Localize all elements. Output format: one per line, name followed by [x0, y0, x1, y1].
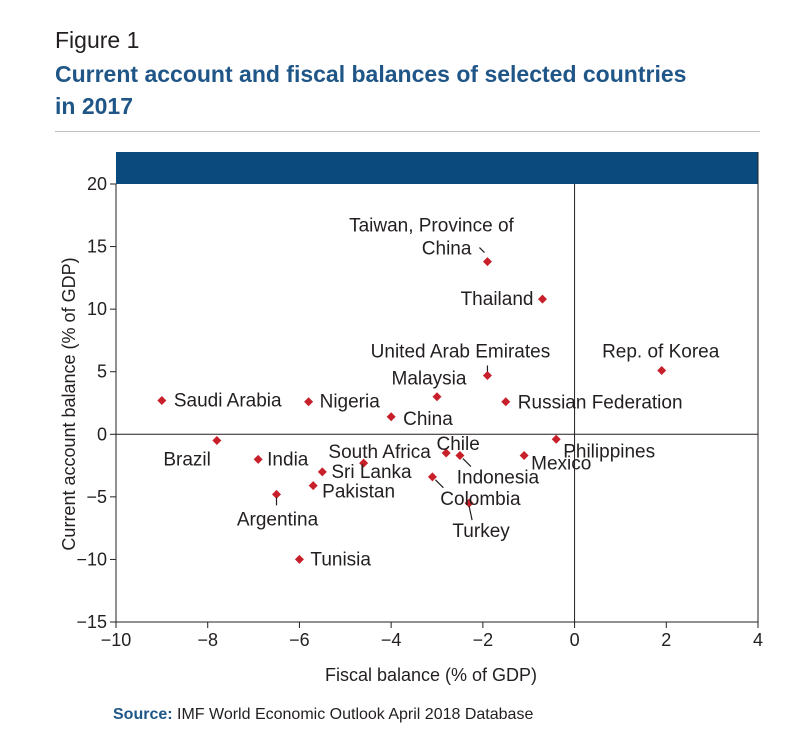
point-malaysia	[432, 392, 442, 402]
x-tick-label: −6	[289, 630, 310, 650]
x-tick-label: −10	[101, 630, 132, 650]
point-turkey	[464, 498, 474, 508]
y-tick-label: 10	[87, 299, 107, 319]
point-chile	[441, 448, 451, 458]
point-label: United Arab Emirates	[371, 341, 551, 362]
point-label: South Africa	[328, 442, 431, 463]
chart-top-banner	[116, 152, 758, 184]
point-label: Philippines	[563, 441, 655, 462]
x-tick-label: 0	[570, 630, 580, 650]
y-tick-label: 20	[87, 174, 107, 194]
point-label: Turkey	[452, 521, 510, 542]
point-label: India	[267, 449, 309, 470]
point-label: Tunisia	[310, 549, 371, 570]
point-mexico	[519, 451, 529, 461]
chart-points	[157, 257, 667, 564]
point-label: Thailand	[461, 289, 534, 310]
title-divider	[55, 131, 760, 132]
point-argentina	[272, 489, 281, 499]
leader-line	[434, 479, 444, 489]
y-tick-label: 5	[97, 362, 107, 382]
point-label: Sri Lanka	[331, 462, 412, 483]
point-label: Indonesia	[457, 468, 540, 489]
point-pakistan	[308, 481, 318, 491]
y-axis-label: Current account balance (% of GDP)	[59, 257, 79, 550]
x-tick-label: 4	[753, 630, 763, 650]
point-label: Nigeria	[320, 392, 381, 413]
point-label: Argentina	[237, 509, 319, 530]
y-tick-label: 15	[87, 237, 107, 257]
point-south-africa	[359, 458, 369, 468]
point-brazil	[212, 436, 222, 446]
x-axis-label: Fiscal balance (% of GDP)	[325, 665, 537, 685]
point-label: Chile	[437, 434, 480, 455]
point-label: China	[403, 409, 453, 430]
point-united-arab-emirates	[482, 370, 492, 380]
point-china	[386, 412, 396, 422]
figure-label: Figure 1	[55, 27, 140, 53]
point-saudi-arabia	[157, 395, 167, 405]
point-label: Pakistan	[322, 482, 395, 503]
source-text: IMF World Economic Outlook April 2018 Da…	[172, 706, 534, 723]
point-sri-lanka	[317, 467, 327, 477]
x-tick-label: −8	[197, 630, 218, 650]
point-russian-federation	[501, 397, 511, 407]
point-label: China	[422, 239, 472, 260]
point-tunisia	[294, 554, 304, 564]
point-thailand	[537, 294, 547, 304]
leader-line	[462, 458, 472, 467]
point-indonesia	[455, 451, 465, 461]
x-tick-label: −2	[473, 630, 494, 650]
point-label: Saudi Arabia	[174, 390, 282, 411]
x-tick-label: 2	[661, 630, 671, 650]
y-tick-label: −15	[76, 612, 107, 632]
point-label: Taiwan, Province of	[349, 216, 514, 237]
point-label: Brazil	[163, 450, 211, 471]
source-note: Source: IMF World Economic Outlook April…	[113, 706, 533, 724]
point-label: Mexico	[531, 454, 591, 475]
point-label: Rep. of Korea	[602, 341, 720, 362]
source-key: Source:	[113, 706, 173, 723]
point-taiwan-province-of-china	[482, 257, 492, 267]
figure-title: Current account and fiscal balances of s…	[55, 61, 687, 119]
y-tick-label: 0	[97, 424, 107, 444]
x-tick-label: −4	[381, 630, 402, 650]
leader-line	[479, 247, 485, 254]
point-philippines	[551, 434, 561, 444]
point-colombia	[427, 472, 437, 482]
point-rep-of-korea	[657, 365, 667, 375]
point-nigeria	[304, 397, 314, 407]
leader-line	[468, 505, 473, 521]
y-tick-label: −10	[76, 549, 107, 569]
point-label: Russian Federation	[518, 393, 683, 414]
point-india	[253, 454, 263, 464]
y-tick-label: −5	[86, 487, 107, 507]
point-label: Malaysia	[392, 369, 467, 390]
point-label: Colombia	[440, 489, 521, 510]
